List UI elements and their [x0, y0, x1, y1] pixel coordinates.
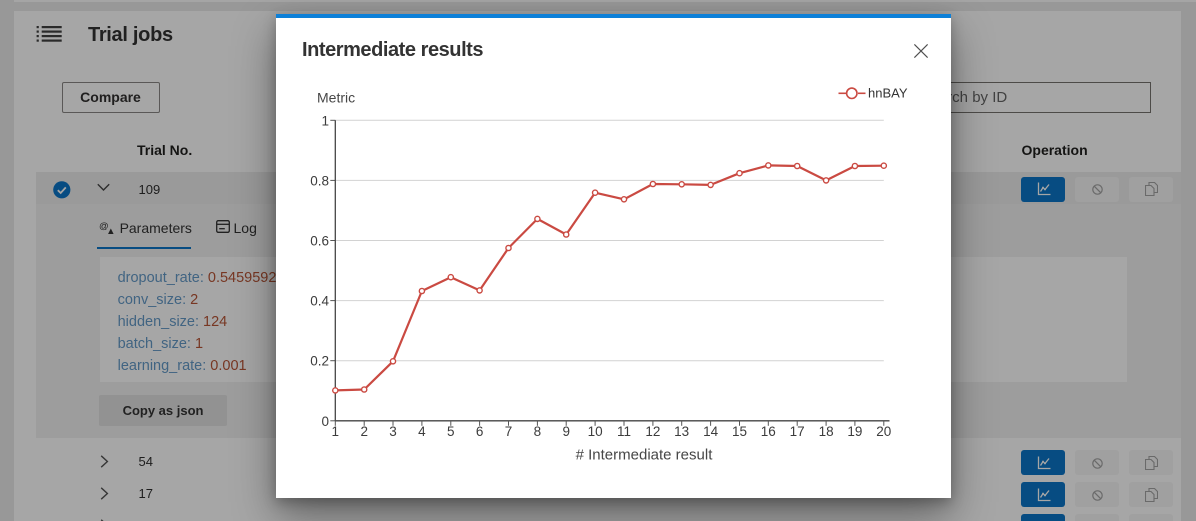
svg-text:10: 10 [587, 424, 602, 439]
svg-text:8: 8 [533, 424, 541, 439]
svg-text:12: 12 [645, 424, 660, 439]
svg-text:7: 7 [504, 424, 512, 439]
svg-text:15: 15 [731, 424, 746, 439]
svg-text:5: 5 [447, 424, 455, 439]
svg-text:0.6: 0.6 [310, 234, 329, 249]
svg-text:18: 18 [818, 424, 833, 439]
svg-text:11: 11 [616, 424, 630, 439]
svg-text:16: 16 [760, 424, 775, 439]
svg-text:Metric: Metric [317, 90, 355, 106]
svg-text:hnBAY: hnBAY [868, 86, 908, 101]
svg-text:4: 4 [418, 424, 426, 439]
svg-text:3: 3 [389, 424, 397, 439]
svg-text:14: 14 [703, 424, 719, 439]
svg-text:13: 13 [674, 424, 689, 439]
svg-text:# Intermediate result: # Intermediate result [575, 447, 713, 464]
svg-text:17: 17 [789, 424, 804, 439]
svg-text:0.8: 0.8 [310, 173, 329, 188]
svg-text:6: 6 [475, 424, 483, 439]
svg-text:9: 9 [562, 424, 570, 439]
svg-text:20: 20 [876, 424, 891, 439]
svg-text:0.4: 0.4 [310, 294, 329, 309]
svg-text:19: 19 [847, 424, 862, 439]
svg-text:0.2: 0.2 [310, 354, 329, 369]
svg-text:2: 2 [360, 424, 368, 439]
svg-text:1: 1 [331, 424, 339, 439]
svg-text:1: 1 [321, 113, 329, 128]
svg-text:0: 0 [321, 414, 329, 429]
